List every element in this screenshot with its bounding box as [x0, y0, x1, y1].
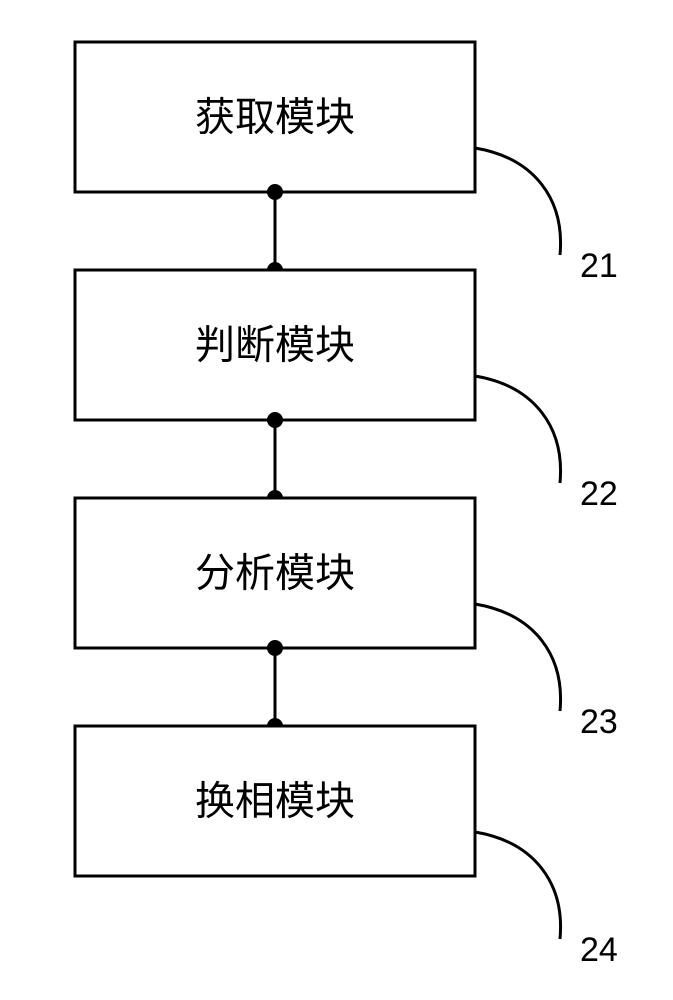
module-label: 换相模块 — [195, 779, 355, 824]
module-flowchart: 获取模块 21 判断模块 22 分析模块 23 换相模块 24 — [0, 0, 673, 1000]
module-label: 分析模块 — [195, 551, 355, 596]
module-label: 获取模块 — [195, 95, 355, 140]
reference-number: 24 — [580, 931, 618, 969]
reference-number: 23 — [580, 703, 618, 741]
module-label: 判断模块 — [195, 323, 355, 368]
reference-number: 22 — [580, 475, 618, 513]
reference-number: 21 — [580, 247, 618, 285]
connector-dot — [267, 184, 283, 200]
connector-dot — [267, 640, 283, 656]
connector-dot — [267, 412, 283, 428]
